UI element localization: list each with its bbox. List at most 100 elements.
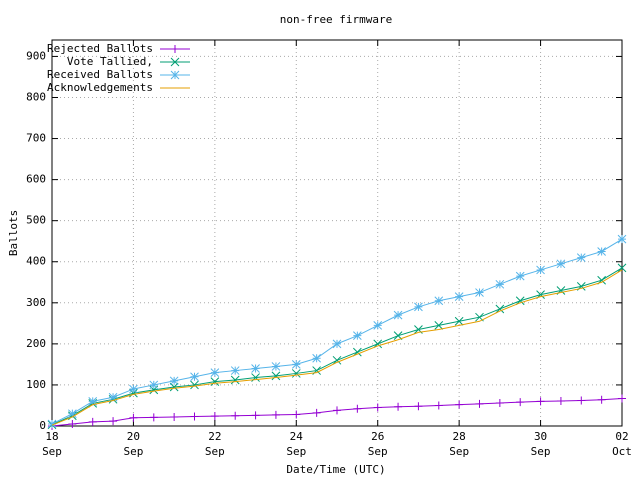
x-tick-label: 22 Sep <box>205 430 225 458</box>
point-marker <box>414 402 423 411</box>
point-marker <box>169 376 179 386</box>
point-marker <box>271 410 280 419</box>
point-marker <box>68 419 77 428</box>
point-marker <box>271 371 281 381</box>
legend-label: Acknowledgements <box>47 81 153 94</box>
point-marker <box>170 412 179 421</box>
point-marker <box>210 412 219 421</box>
point-marker <box>210 377 220 387</box>
point-marker <box>617 263 627 273</box>
point-marker <box>495 304 505 314</box>
point-marker <box>210 368 220 377</box>
point-marker <box>434 401 443 410</box>
point-marker <box>536 397 545 406</box>
point-marker <box>230 366 240 375</box>
y-tick-label: 900 <box>26 49 46 62</box>
point-marker <box>149 413 158 422</box>
point-marker <box>454 292 464 302</box>
point-marker <box>515 271 525 281</box>
x-axis-label: Date/Time (UTC) <box>286 463 385 476</box>
point-marker <box>556 396 565 405</box>
y-axis-label: Ballots <box>7 210 20 256</box>
point-marker <box>171 45 179 53</box>
point-marker <box>353 331 362 341</box>
x-tick-label: 24 Sep <box>286 430 306 458</box>
point-marker <box>617 234 627 244</box>
point-marker <box>332 339 342 349</box>
y-tick-label: 400 <box>26 255 46 268</box>
point-marker <box>190 380 199 390</box>
x-tick-label: 26 Sep <box>368 430 388 458</box>
point-marker <box>434 296 444 306</box>
legend-label: Rejected Ballots <box>47 42 153 55</box>
point-marker <box>190 412 199 421</box>
point-marker <box>353 404 362 413</box>
point-marker <box>129 413 138 422</box>
point-marker <box>516 398 525 407</box>
point-marker <box>291 360 301 369</box>
y-tick-label: 0 <box>39 419 46 432</box>
x-tick-label: 28 Sep <box>449 430 469 458</box>
point-marker <box>597 395 606 404</box>
point-marker <box>88 417 97 426</box>
point-marker <box>271 362 281 371</box>
y-tick-label: 300 <box>26 296 46 309</box>
point-marker <box>231 411 240 420</box>
point-marker <box>618 394 626 403</box>
point-marker <box>455 400 464 409</box>
point-marker <box>291 369 301 378</box>
point-marker <box>373 403 382 412</box>
point-marker <box>333 406 341 415</box>
y-tick-label: 800 <box>26 90 46 103</box>
x-tick-label: 18 Sep <box>42 430 62 458</box>
y-tick-label: 600 <box>26 173 46 186</box>
chart-title: non-free firmware <box>280 13 393 26</box>
point-marker <box>88 397 98 406</box>
point-marker <box>251 411 260 420</box>
point-marker <box>597 247 606 256</box>
point-marker <box>190 372 199 382</box>
point-marker <box>536 265 545 275</box>
point-marker <box>230 375 240 385</box>
y-tick-label: 700 <box>26 132 46 145</box>
point-marker <box>495 399 504 408</box>
point-marker <box>454 316 464 326</box>
point-marker <box>129 384 138 394</box>
point-marker <box>47 419 57 429</box>
point-marker <box>495 279 505 289</box>
point-marker <box>475 288 484 297</box>
plot-border <box>51 39 623 427</box>
point-marker <box>393 310 403 320</box>
point-marker <box>576 253 586 262</box>
point-marker <box>434 321 444 330</box>
point-marker <box>68 409 77 419</box>
point-marker <box>109 417 118 426</box>
point-marker <box>312 408 321 417</box>
x-tick-label: 20 Sep <box>123 430 143 458</box>
point-marker <box>394 402 403 411</box>
legend-label: Vote Tallied, <box>67 55 153 68</box>
x-tick-label: 30 Sep <box>531 430 551 458</box>
point-marker <box>373 321 383 330</box>
point-marker <box>292 410 301 419</box>
point-marker <box>475 399 484 408</box>
point-marker <box>108 392 118 402</box>
y-tick-label: 500 <box>26 214 46 227</box>
y-tick-label: 100 <box>26 378 46 391</box>
point-marker <box>170 70 180 80</box>
point-marker <box>556 259 566 269</box>
point-marker <box>577 396 586 405</box>
legend-label: Received Ballots <box>47 68 153 81</box>
point-marker <box>332 355 342 365</box>
series-line <box>51 269 623 426</box>
point-marker <box>312 353 321 363</box>
y-tick-label: 200 <box>26 337 46 350</box>
x-tick-label: 02 Oct <box>612 430 632 458</box>
point-marker <box>414 302 423 312</box>
point-marker <box>149 380 159 390</box>
point-marker <box>169 382 179 392</box>
point-marker <box>251 364 260 373</box>
point-marker <box>170 57 180 67</box>
